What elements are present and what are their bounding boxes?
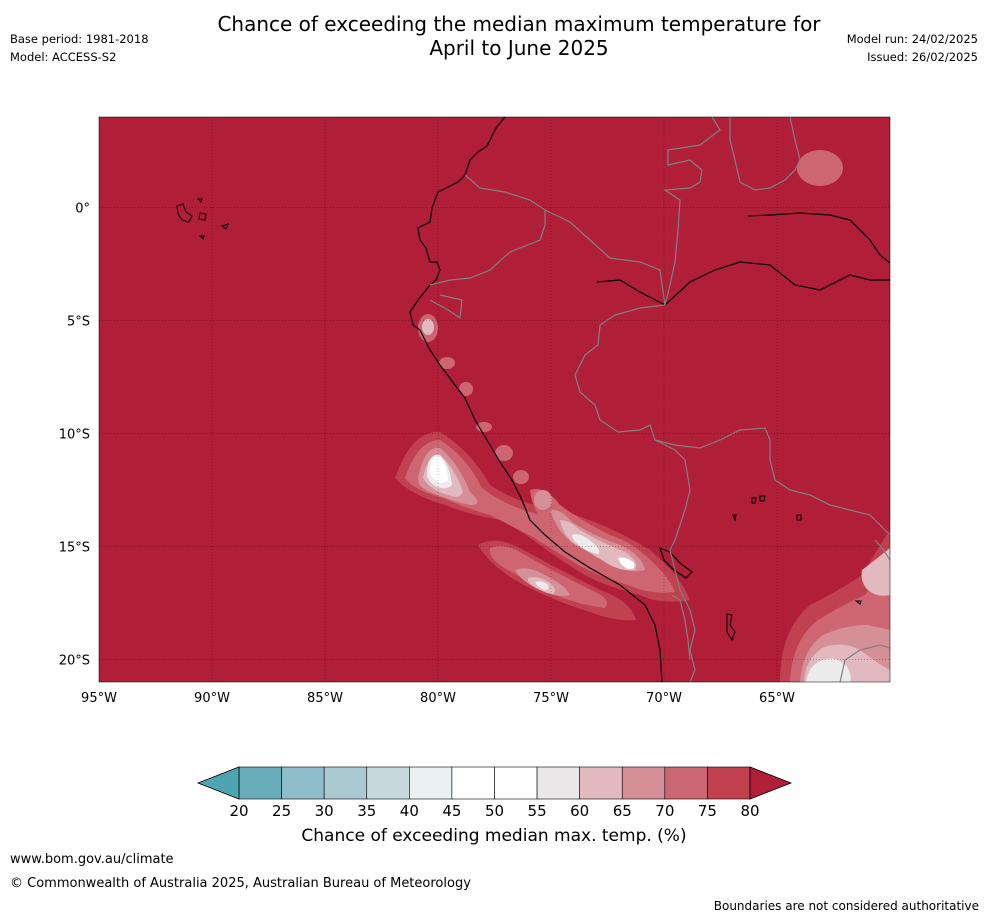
colorbar-cell — [707, 766, 751, 800]
map: 0° 5°S 10°S 15°S 20°S 95°W 90°W 85°W 80°W 75°W 70… — [59, 116, 891, 706]
colorbar-tick-label: 70 — [655, 802, 674, 820]
colorbar-cell — [451, 766, 495, 800]
border-colombia-ecuador — [464, 174, 546, 211]
colorbar-tick-labels: 20 25 30 35 40 45 50 55 60 65 70 75 80 — [229, 802, 759, 820]
colorbar-cell — [621, 766, 666, 800]
footer-disclaimer: Boundaries are not considered authoritat… — [713, 899, 979, 913]
colorbar-cell — [579, 766, 623, 800]
border-peru-bolivia-south — [669, 549, 696, 682]
colorbar-tick-label: 55 — [528, 802, 547, 820]
border-colombia-brazil — [663, 117, 721, 306]
issued-date: Issued: 26/02/2025 — [867, 50, 978, 64]
y-tick-label: 20°S — [59, 653, 90, 668]
x-tick-label: 80°W — [420, 691, 456, 706]
base-period: Base period: 1981-2018 — [10, 32, 149, 46]
colorbar-cells — [238, 766, 751, 800]
contour-peru-coast — [395, 314, 690, 621]
colorbar-cell — [366, 766, 410, 800]
map-background — [99, 117, 890, 682]
border-ecuador-peru — [429, 210, 546, 286]
colorbar-tick-label: 20 — [229, 802, 248, 820]
country-borders — [429, 117, 890, 682]
map-frame — [98, 116, 891, 683]
contour-70 — [495, 445, 513, 461]
colorbar-cell — [238, 766, 282, 800]
probability-contours — [395, 150, 890, 682]
title-line-2: April to June 2025 — [429, 36, 609, 60]
border-peru-brazil — [574, 304, 691, 551]
colorbar-tick-label: 25 — [272, 802, 291, 820]
colorbar-label: Chance of exceeding median max. temp. (%… — [301, 826, 687, 846]
y-tick-label: 10°S — [59, 427, 90, 442]
y-tick-label: 15°S — [59, 540, 90, 555]
colorbar-tick-label: 60 — [570, 802, 589, 820]
contour-70 — [513, 470, 529, 484]
colorbar-tick-label: 40 — [400, 802, 419, 820]
model-run: Model run: 24/02/2025 — [846, 32, 978, 46]
contour-55 — [535, 581, 549, 590]
colorbar-tick-label: 50 — [485, 802, 504, 820]
colorbar-under-arrow — [196, 766, 240, 800]
contour-70 — [476, 422, 492, 432]
colorbar-cell — [409, 766, 453, 800]
border-ecuador-peru-south — [429, 294, 463, 320]
title-line-1: Chance of exceeding the median maximum t… — [217, 12, 821, 36]
colorbar-cell — [281, 766, 325, 800]
border-peru-colombia — [544, 209, 666, 306]
contour-southeast — [780, 530, 890, 682]
contour-55 — [806, 658, 851, 682]
y-tick-label: 0° — [75, 201, 90, 216]
colorbar-cell — [664, 766, 708, 800]
colorbar: 20 25 30 35 40 45 50 55 60 65 70 75 80 — [196, 766, 793, 820]
x-axis-ticks: 95°W 90°W 85°W 80°W 75°W 70°W 65°W — [81, 691, 795, 706]
galapagos-islands — [176, 198, 229, 240]
border-venezuela-brazil — [729, 117, 801, 191]
colorbar-over-arrow — [749, 766, 793, 800]
colorbar-tick-label: 65 — [613, 802, 632, 820]
contour-50 — [429, 456, 448, 483]
contour-50 — [618, 557, 635, 570]
coastline-atlantic — [747, 212, 890, 264]
contour-60 — [861, 548, 890, 596]
map-title: Chance of exceeding the median maximum t… — [150, 12, 888, 60]
meta-right: Model run: 24/02/2025 Issued: 26/02/2025 — [847, 30, 978, 66]
colorbar-tick-label: 35 — [357, 802, 376, 820]
colorbar-tick-label: 80 — [740, 802, 759, 820]
colorbar-cell — [323, 766, 368, 800]
contour-60 — [422, 319, 434, 335]
colorbar-cell — [494, 766, 538, 800]
meta-left: Base period: 1981-2018 Model: ACCESS-S2 — [10, 30, 149, 66]
colorbar-tick-label: 75 — [698, 802, 717, 820]
footer-url[interactable]: www.bom.gov.au/climate — [10, 852, 174, 867]
colorbar-tick-label: 30 — [315, 802, 334, 820]
footer-copyright: © Commonwealth of Australia 2025, Austra… — [10, 876, 471, 891]
contour-55 — [572, 534, 600, 554]
contour-70 — [459, 382, 473, 396]
border-bolivia-chile — [671, 594, 691, 661]
amazon-river — [596, 261, 890, 306]
colorbar-cell — [536, 766, 580, 800]
x-tick-label: 95°W — [81, 691, 117, 706]
gridlines — [99, 117, 890, 682]
contour-north-70 — [797, 150, 843, 186]
border-bolivia-paraguay — [839, 644, 890, 682]
x-tick-label: 75°W — [533, 691, 569, 706]
y-axis-ticks: 0° 5°S 10°S 15°S 20°S — [59, 201, 90, 668]
colorbar-tick-label: 45 — [442, 802, 461, 820]
contour-70 — [439, 357, 455, 369]
border-brazil-bolivia — [654, 427, 890, 536]
contour-60 — [560, 520, 637, 571]
contour-65 — [534, 490, 552, 510]
x-tick-label: 70°W — [646, 691, 682, 706]
y-tick-label: 5°S — [67, 314, 90, 329]
model-name: Model: ACCESS-S2 — [10, 50, 117, 64]
x-tick-label: 85°W — [307, 691, 343, 706]
coastline — [409, 117, 663, 682]
small-lakes — [726, 495, 862, 642]
x-tick-label: 90°W — [194, 691, 230, 706]
border-bolivia-east — [874, 539, 890, 561]
map-lines — [176, 117, 890, 682]
x-tick-label: 65°W — [759, 691, 795, 706]
lake-titicaca — [659, 546, 693, 579]
